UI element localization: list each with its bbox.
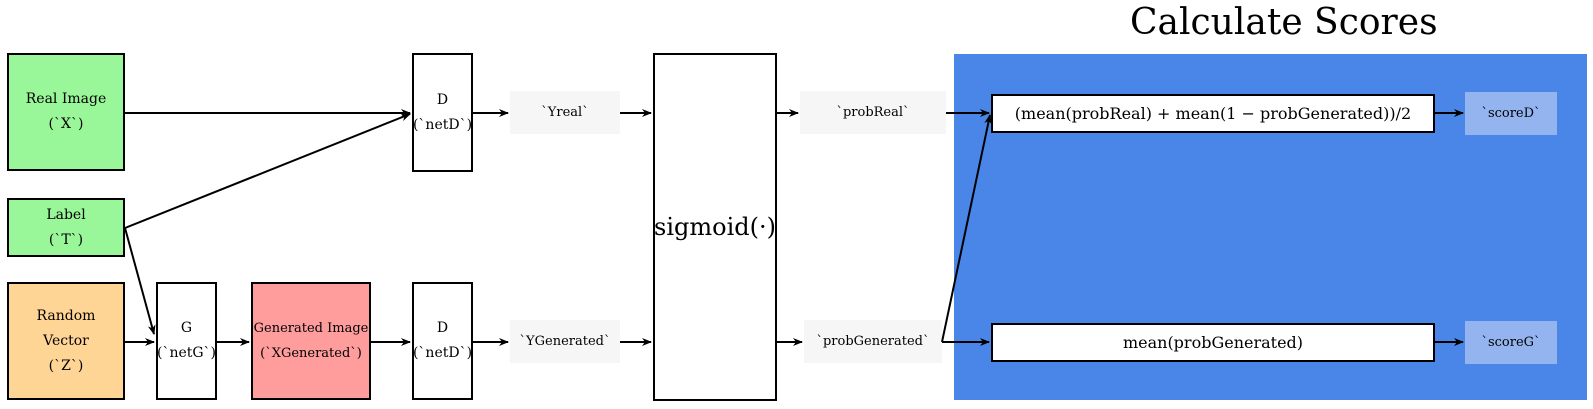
discriminator-generated-node: D (`netD`) xyxy=(412,282,473,400)
generator-var: (`netG`) xyxy=(156,345,217,361)
generated-image-var: (`XGenerated`) xyxy=(260,346,362,361)
generated-image-title: Generated Image xyxy=(253,321,369,336)
sigmoid-node: sigmoid(·) xyxy=(653,53,777,401)
score-d-formula: (mean(probReal) + mean(1 − probGenerated… xyxy=(991,94,1435,133)
real-image-var: (`X`) xyxy=(48,116,84,132)
arrow-label-to-g xyxy=(124,227,156,335)
random-vector-var: (`Z`) xyxy=(48,357,84,374)
generated-image-node: Generated Image (`XGenerated`) xyxy=(251,282,371,400)
ygenerated-label: `YGenerated` xyxy=(510,320,620,363)
probreal-label: `probReal` xyxy=(800,91,946,134)
random-vector-node: Random Vector (`Z`) xyxy=(7,282,125,400)
real-image-title: Real Image xyxy=(25,91,107,107)
discriminator-generated-var: (`netD`) xyxy=(412,345,473,361)
discriminator-generated-title: D xyxy=(436,320,449,336)
score-d-label: `scoreD` xyxy=(1465,92,1557,135)
discriminator-real-var: (`netD`) xyxy=(412,116,473,133)
yreal-label: `Yreal` xyxy=(510,91,620,134)
label-var: (`T`) xyxy=(48,231,84,248)
probgenerated-label: `probGenerated` xyxy=(804,320,942,363)
panel-title: Calculate Scores xyxy=(1130,2,1438,43)
discriminator-real-node: D (`netD`) xyxy=(412,53,473,172)
random-vector-line2: Vector xyxy=(43,332,89,349)
score-g-formula: mean(probGenerated) xyxy=(991,323,1435,362)
arrow-probgen-to-formula-d xyxy=(941,114,993,343)
discriminator-real-title: D xyxy=(436,91,449,108)
random-vector-line1: Random xyxy=(36,307,96,324)
arrow-label-to-d xyxy=(124,113,411,229)
label-title: Label xyxy=(46,206,86,223)
label-node: Label (`T`) xyxy=(7,198,125,257)
real-image-node: Real Image (`X`) xyxy=(7,53,125,171)
generator-node: G (`netG`) xyxy=(156,282,217,400)
generator-title: G xyxy=(180,320,193,336)
score-g-label: `scoreG` xyxy=(1465,321,1557,364)
